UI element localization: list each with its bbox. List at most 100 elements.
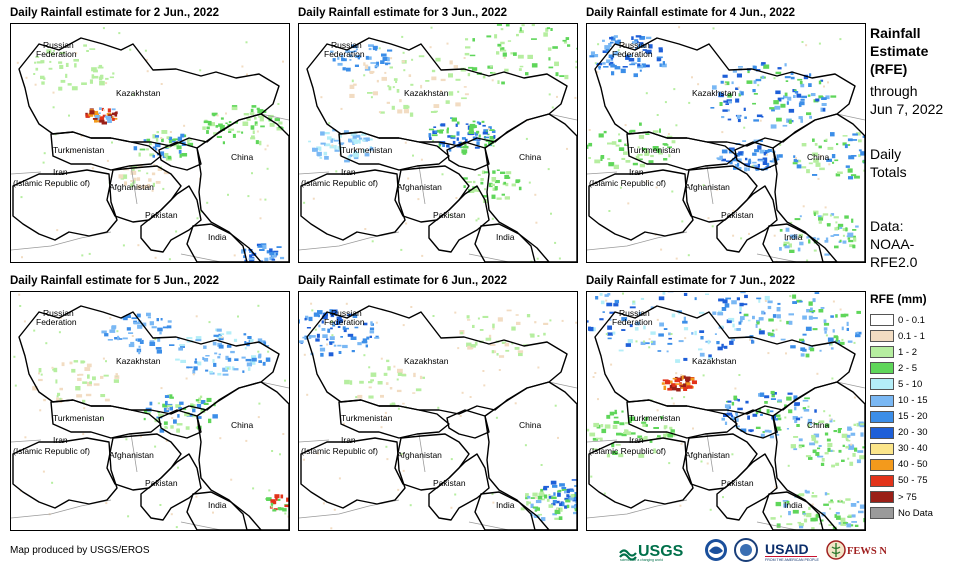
country-label-turkmenistan: Turkmenistan (341, 145, 392, 155)
country-border (626, 131, 738, 171)
legend-swatch (870, 330, 894, 343)
panel-title-6: Daily Rainfall estimate for 7 Jun., 2022 (586, 275, 795, 287)
country-label-russia-1: Russian (331, 40, 362, 50)
legend-label: > 75 (898, 491, 917, 503)
rainfall-map-4: Russian Federation Kazakhstan Turkmenistan I… (10, 291, 290, 531)
country-label-pakistan: Pakistan (145, 478, 178, 488)
daily-totals-label: Daily Totals (870, 145, 907, 181)
usaid-logo: USAID FROM THE AMERICAN PEOPLE (764, 538, 820, 562)
country-label-india: India (496, 232, 515, 242)
rainfall-map-3: Russian Federation Kazakhstan Turkmenistan I… (586, 23, 866, 263)
data-source: Data: NOAA- RFE2.0 (870, 217, 917, 271)
country-border (446, 409, 490, 439)
country-label-russia-1: Russian (43, 40, 74, 50)
country-border (50, 131, 162, 171)
legend-item: 40 - 50 (870, 457, 933, 473)
minor-borders (299, 381, 577, 530)
legend-swatch (870, 491, 894, 504)
country-label-pakistan: Pakistan (721, 478, 754, 488)
rfe-heading-line3: (RFE) (870, 61, 908, 77)
country-border (734, 409, 778, 439)
country-label-pakistan: Pakistan (433, 210, 466, 220)
legend-item: 5 - 10 (870, 376, 933, 392)
country-label-india: India (208, 500, 227, 510)
country-label-turkmenistan: Turkmenistan (53, 413, 104, 423)
country-border (762, 491, 838, 530)
legend-label: 30 - 40 (898, 443, 928, 455)
country-border (196, 381, 289, 530)
country-border (196, 113, 289, 262)
panel-title-1: Daily Rainfall estimate for 2 Jun., 2022 (10, 7, 219, 19)
country-label-turkmenistan: Turkmenistan (629, 145, 680, 155)
country-label-india: India (208, 232, 227, 242)
country-label-russia-1: Russian (331, 308, 362, 318)
country-border (474, 491, 550, 530)
legend-item: 0.1 - 1 (870, 328, 933, 344)
country-label-kazakhstan: Kazakhstan (692, 356, 737, 366)
rainfall-pixels (303, 24, 577, 262)
usgs-logo: USGS science for a changing world (618, 538, 698, 562)
legend-label: 10 - 15 (898, 395, 928, 407)
country-label-iran-1: Iran (629, 435, 644, 445)
country-label-iran-1: Iran (53, 435, 68, 445)
country-label-china: China (231, 420, 253, 430)
country-border (772, 113, 865, 262)
legend-label: 20 - 30 (898, 427, 928, 439)
panel-title-5: Daily Rainfall estimate for 6 Jun., 2022 (298, 275, 507, 287)
country-label-iran-1: Iran (53, 167, 68, 177)
country-border (12, 169, 118, 241)
rfe-heading-line1: Rainfall (870, 25, 921, 41)
rainfall-pixels (13, 293, 289, 529)
dhs-seal-icon (734, 538, 758, 562)
country-border (716, 453, 778, 521)
country-label-russia-2: Federation (324, 317, 365, 327)
totals-label: Totals (870, 164, 907, 180)
rfe-heading: Rainfall Estimate (RFE) (870, 24, 928, 78)
country-border (140, 185, 202, 253)
country-label-iran-2: (Islamic Republic of) (589, 446, 666, 456)
country-label-afghanistan: Afghanistan (397, 450, 442, 460)
country-border (428, 185, 490, 253)
legend-label: 0 - 0.1 (898, 314, 925, 326)
rfe-heading-line2: Estimate (870, 43, 929, 59)
country-border (484, 113, 577, 262)
legend-item: 2 - 5 (870, 360, 933, 376)
through-value: Jun 7, 2022 (870, 101, 944, 117)
country-label-iran-1: Iran (341, 167, 356, 177)
rainfall-pixels (587, 292, 865, 530)
country-label-kazakhstan: Kazakhstan (116, 88, 161, 98)
country-border (158, 409, 202, 439)
country-label-china: China (231, 152, 253, 162)
legend-item: > 75 (870, 489, 933, 505)
country-label-iran-2: (Islamic Republic of) (301, 178, 378, 188)
country-label-kazakhstan: Kazakhstan (692, 88, 737, 98)
country-border (186, 223, 262, 262)
data-source-line2: NOAA- (870, 236, 915, 252)
rainfall-map-6: Russian Federation Kazakhstan Turkmenistan I… (586, 291, 866, 531)
country-border (762, 223, 838, 262)
legend-item: No Data (870, 505, 933, 521)
country-label-iran-1: Iran (341, 435, 356, 445)
legend-item: 15 - 20 (870, 409, 933, 425)
usaid-wordmark: USAID (765, 541, 809, 557)
legend-swatch (870, 426, 894, 439)
usgs-tagline: science for a changing world (620, 558, 663, 562)
country-border (474, 223, 550, 262)
legend-item: 30 - 40 (870, 441, 933, 457)
country-label-russia-2: Federation (36, 49, 77, 59)
panel-title-3: Daily Rainfall estimate for 4 Jun., 2022 (586, 7, 795, 19)
country-border (484, 381, 577, 530)
legend-label: 50 - 75 (898, 475, 928, 487)
rainfall-map-5: Russian Federation Kazakhstan Turkmenistan I… (298, 291, 578, 531)
country-border (588, 169, 694, 241)
country-border (716, 185, 778, 253)
country-label-turkmenistan: Turkmenistan (629, 413, 680, 423)
country-label-pakistan: Pakistan (433, 478, 466, 488)
country-border (50, 399, 162, 439)
legend-swatch (870, 362, 894, 375)
country-border (300, 437, 406, 509)
